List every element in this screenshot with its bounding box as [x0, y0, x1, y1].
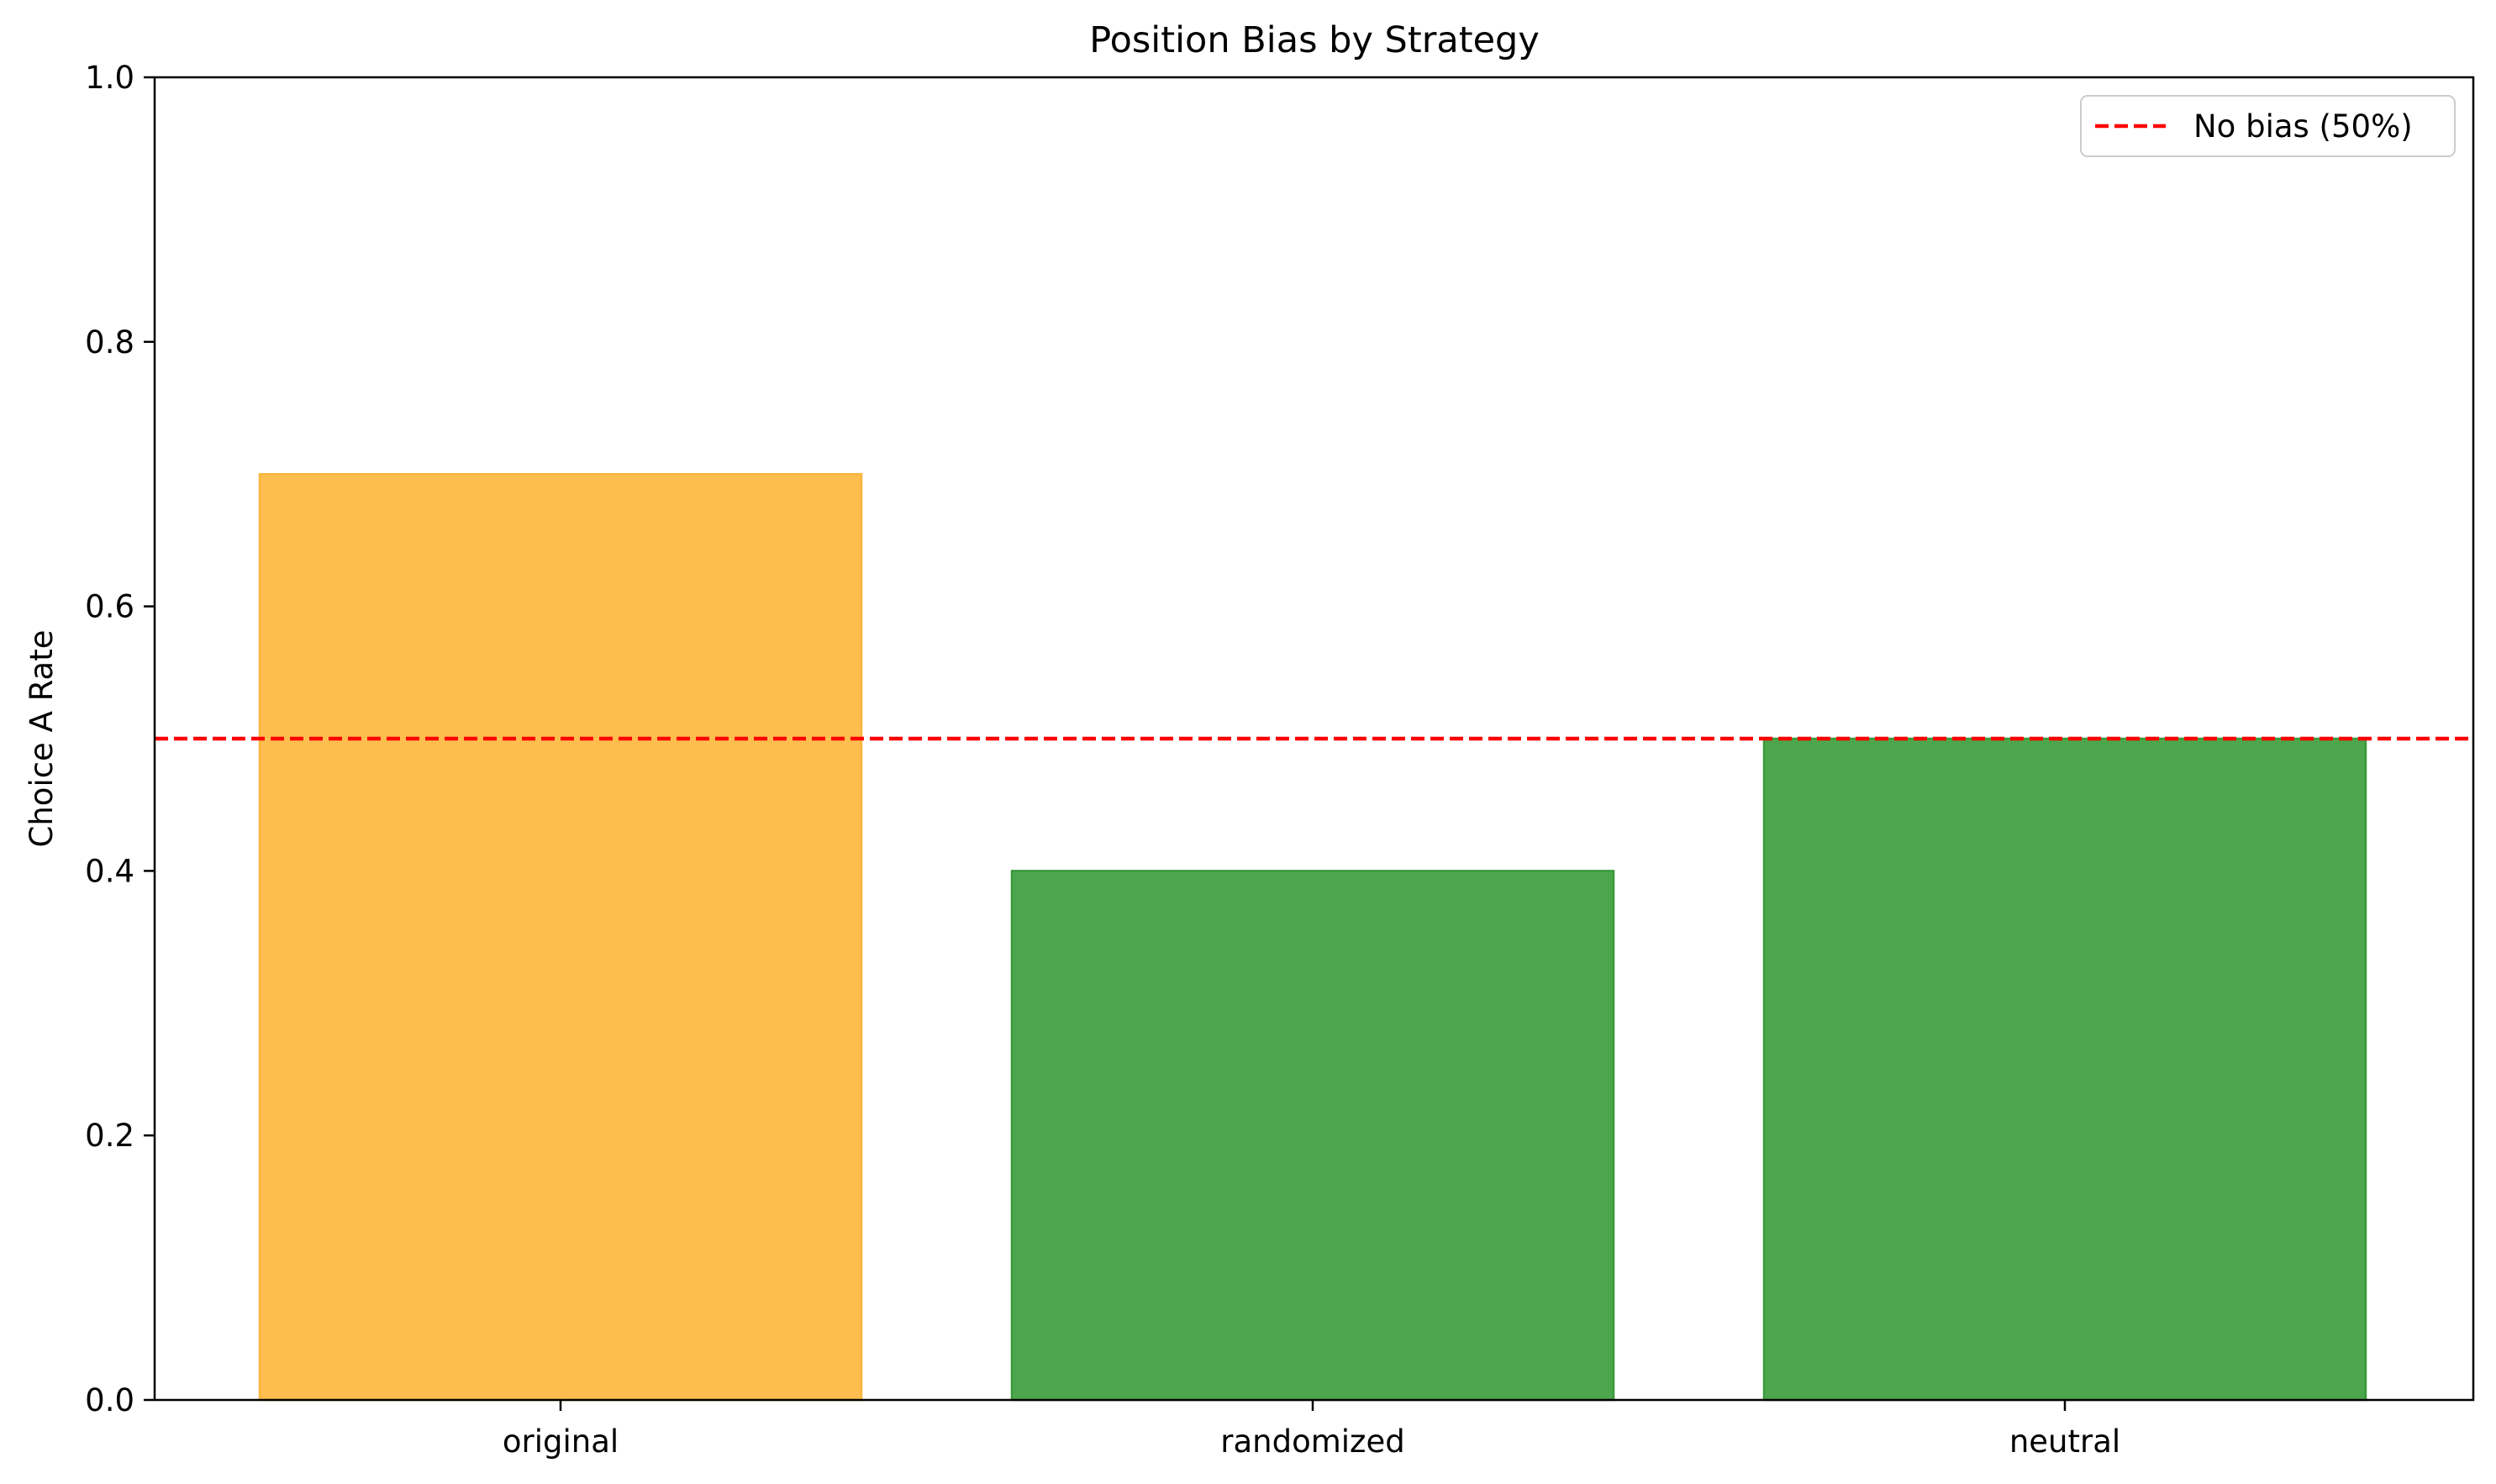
- bar-original: [258, 472, 863, 1402]
- x-tick-label-randomized: randomized: [1220, 1423, 1404, 1460]
- bars-layer: [258, 472, 2367, 1402]
- x-tick-label-neutral: neutral: [2009, 1423, 2120, 1460]
- y-tick-label: 0.6: [85, 589, 134, 625]
- y-tick-label: 0.0: [85, 1382, 134, 1418]
- x-tick-label-original: original: [503, 1423, 619, 1460]
- y-axis-label: Choice A Rate: [24, 630, 60, 848]
- bar-neutral: [1762, 737, 2367, 1402]
- bar-randomized: [1010, 870, 1615, 1402]
- y-tick-label: 0.8: [85, 324, 134, 360]
- y-tick-label: 0.4: [85, 853, 134, 889]
- y-axis: 0.0 0.2 0.4 0.6 0.8 1.0: [85, 60, 155, 1418]
- legend-box: [2080, 95, 2456, 157]
- y-tick-label: 1.0: [85, 60, 134, 96]
- legend-label: No bias (50%): [2193, 108, 2413, 145]
- x-axis: original randomized neutral: [503, 1400, 2120, 1460]
- y-tick-label: 0.2: [85, 1118, 134, 1154]
- legend: No bias (50%): [2080, 95, 2456, 157]
- plot-frame: [153, 76, 2475, 1402]
- chart-title: Position Bias by Strategy: [1089, 19, 1540, 61]
